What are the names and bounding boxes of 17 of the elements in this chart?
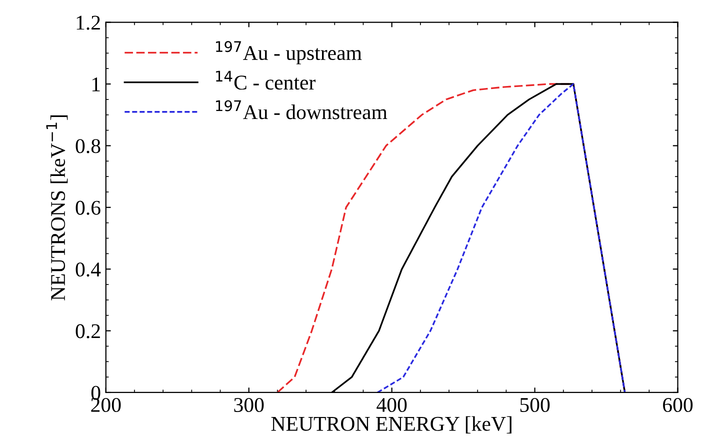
y-axis-title: NEUTRONS [keV$^{−1}$] — [46, 115, 68, 300]
y-tick-label: 0 — [91, 386, 100, 400]
y-tick-label: 0.4 — [76, 262, 101, 277]
y-tick-label: 0.6 — [76, 200, 100, 215]
y-tick-label: 1 — [92, 77, 100, 92]
x-tick-label: 600 — [663, 398, 693, 412]
legend-label: $^{197}$Au - downstream — [216, 100, 388, 120]
x-tick-label: 300 — [234, 398, 264, 412]
y-tick-label: 0.8 — [76, 139, 100, 154]
x-tick-label: 200 — [91, 398, 121, 412]
y-tick-label: 1.2 — [76, 16, 100, 30]
y-tick-label: 0.2 — [76, 324, 100, 338]
legend-label: $^{197}$Au - upstream — [216, 41, 362, 64]
x-tick-label: 400 — [376, 398, 407, 412]
x-axis-title: NEUTRON ENERGY [keV] — [271, 416, 512, 434]
x-tick-label: 500 — [520, 398, 550, 412]
legend-label: $^{14}$C - center — [216, 70, 316, 90]
